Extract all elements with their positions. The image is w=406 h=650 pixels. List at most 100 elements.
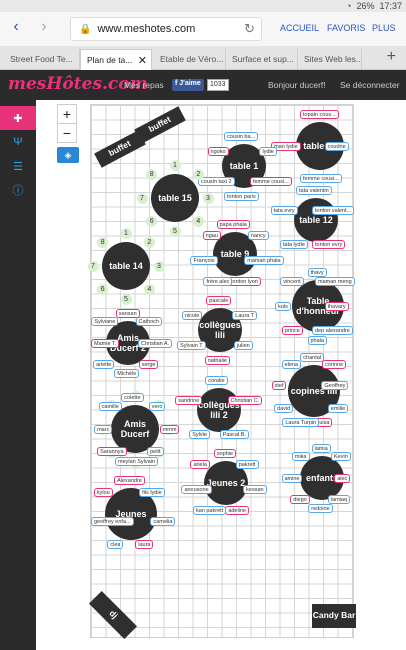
seat-number[interactable]: 5 — [169, 225, 181, 237]
guest-tag[interactable]: thavary — [324, 301, 349, 311]
guest-tag[interactable]: vincent — [280, 277, 304, 287]
guest-tag[interactable]: nicole — [181, 310, 203, 320]
table-t14[interactable]: table 14 — [102, 242, 150, 290]
guest-tag[interactable]: tonton paris — [224, 191, 259, 201]
guest-tag[interactable]: colette — [121, 392, 144, 402]
new-tab-icon[interactable]: + — [386, 48, 396, 65]
seat-number[interactable]: 8 — [97, 237, 109, 249]
guest-tag[interactable]: lamia — [311, 443, 331, 453]
tab-sites-web[interactable]: Sites Web les... — [298, 49, 362, 70]
guest-tag[interactable]: adeline — [225, 505, 250, 515]
guest-tag[interactable]: femme cousi... — [249, 176, 292, 186]
list-icon[interactable]: ☰ — [13, 160, 23, 173]
guest-tag[interactable]: david — [274, 403, 294, 413]
guest-tag[interactable]: phala — [307, 335, 327, 345]
guest-tag[interactable]: nancy — [247, 230, 269, 240]
guest-tag[interactable]: diego — [290, 494, 310, 504]
guest-tag[interactable]: stef — [271, 380, 287, 390]
seat-number[interactable]: 5 — [120, 293, 132, 305]
guest-tag[interactable]: François — [190, 256, 218, 266]
guest-tag[interactable]: chantal — [300, 352, 325, 362]
seat-number[interactable]: 1 — [169, 159, 181, 171]
reload-icon[interactable]: ↻ — [244, 21, 255, 36]
table-coll2[interactable]: collègues lili 2 — [197, 388, 241, 432]
guest-tag[interactable]: sandrine — [175, 396, 203, 406]
zoom-in-button[interactable]: + — [57, 104, 77, 124]
seat-number[interactable]: 2 — [192, 169, 204, 181]
guest-tag[interactable]: sophie — [213, 448, 237, 458]
guest-tag[interactable]: prince — [281, 325, 303, 335]
guest-tag[interactable]: meylan Sylvain — [115, 456, 158, 466]
guest-tag[interactable]: man lydie — [271, 141, 301, 151]
seat-number[interactable]: 3 — [202, 192, 214, 204]
guest-tag[interactable]: Laura T — [232, 310, 258, 320]
guest-tag[interactable]: thavy — [307, 267, 327, 277]
guest-tag[interactable]: mmm — [159, 424, 180, 434]
guest-tag[interactable]: frère alec — [203, 276, 233, 286]
seat-number[interactable]: 6 — [97, 283, 109, 295]
puzzle-icon[interactable]: ✚ — [0, 106, 36, 130]
seat-number[interactable]: 4 — [192, 215, 204, 227]
guest-tag[interactable]: tonton valent... — [312, 206, 355, 216]
guest-tag[interactable]: Christian C. — [227, 396, 263, 406]
guest-tag[interactable]: tata lydie — [279, 239, 308, 249]
guest-tag[interactable]: Mamie T. — [91, 338, 120, 348]
guest-tag[interactable]: alec — [334, 473, 351, 483]
guest-tag[interactable]: anousone — [181, 485, 212, 495]
table-t12[interactable]: table 12 — [294, 198, 338, 242]
seat-number[interactable]: 7 — [87, 260, 99, 272]
cutlery-icon[interactable]: Ψ — [13, 136, 23, 148]
guest-tag[interactable]: emilie — [327, 403, 349, 413]
guest-tag[interactable]: ariela — [190, 459, 210, 469]
guest-tag[interactable]: Sarannya — [97, 447, 127, 457]
guest-tag[interactable]: camelia — [150, 517, 176, 527]
guest-tag[interactable]: marc — [94, 424, 113, 434]
guest-tag[interactable]: laura — [135, 540, 154, 550]
guest-tag[interactable]: maman meng — [315, 277, 355, 287]
guest-tag[interactable]: pakrett — [235, 459, 259, 469]
guest-tag[interactable]: geoffrey enfa... — [91, 517, 134, 527]
url-field[interactable]: 🔒 www.meshotes.com ↻ — [70, 17, 262, 41]
info-icon[interactable]: ⓘ — [12, 185, 24, 197]
guest-tag[interactable]: cousin ba... — [224, 131, 259, 141]
quick-link-favoris[interactable]: FAVORIS — [327, 23, 366, 33]
guest-tag[interactable]: cousin taxi 2 — [198, 176, 235, 186]
close-icon[interactable]: ✕ — [137, 55, 147, 67]
logout-link[interactable]: Se déconnecter — [340, 80, 400, 90]
guest-tag[interactable]: Sylviane — [91, 317, 119, 327]
guest-tag[interactable]: nathalie — [204, 355, 230, 365]
guest-tag[interactable]: Christian A. — [138, 338, 173, 348]
facebook-like-button[interactable]: f J'aime — [172, 79, 204, 91]
guest-tag[interactable]: Cathoch — [135, 317, 162, 327]
guest-tag[interactable]: petit — [147, 447, 164, 457]
guest-tag[interactable]: kylou — [93, 488, 113, 498]
guest-tag[interactable]: Alexandre — [114, 475, 145, 485]
guest-tag[interactable]: kessan — [243, 485, 267, 495]
seat-number[interactable]: 1 — [120, 227, 132, 239]
back-icon[interactable]: ‹ — [13, 18, 19, 35]
guest-tag[interactable]: maman phala — [244, 256, 284, 266]
guest-tag[interactable]: amine — [281, 473, 303, 483]
guest-tag[interactable]: femme cousi... — [300, 173, 342, 183]
guest-tag[interactable]: lydie — [259, 146, 277, 156]
tab-plan-de-table[interactable]: Plan de ta... ✕ — [80, 49, 152, 70]
forward-icon[interactable]: › — [41, 18, 47, 35]
quick-link-plus[interactable]: PLUS — [372, 23, 396, 33]
guest-tag[interactable]: ngau — [202, 230, 221, 240]
tag-icon[interactable]: ◈ — [57, 147, 79, 163]
guest-tag[interactable]: kols — [275, 301, 291, 311]
seat-number[interactable]: 3 — [153, 260, 165, 272]
zoom-out-button[interactable]: − — [57, 123, 77, 143]
guest-tag[interactable]: ngoko — [207, 146, 229, 156]
guest-tag[interactable]: dep alexandre — [312, 325, 353, 335]
candy-bar[interactable]: Candy Bar — [312, 604, 356, 628]
guest-tag[interactable]: Sylvain T — [177, 340, 206, 350]
guest-tag[interactable]: papa phala — [216, 219, 250, 229]
tab-surface[interactable]: Surface et sup... — [226, 49, 298, 70]
seat-number[interactable]: 4 — [143, 283, 155, 295]
seat-number[interactable]: 7 — [136, 192, 148, 204]
seat-number[interactable]: 6 — [146, 215, 158, 227]
guest-tag[interactable]: ariette — [93, 359, 115, 369]
guest-tag[interactable]: lamiaq — [327, 494, 350, 504]
guest-tag[interactable]: pascale — [206, 295, 232, 305]
